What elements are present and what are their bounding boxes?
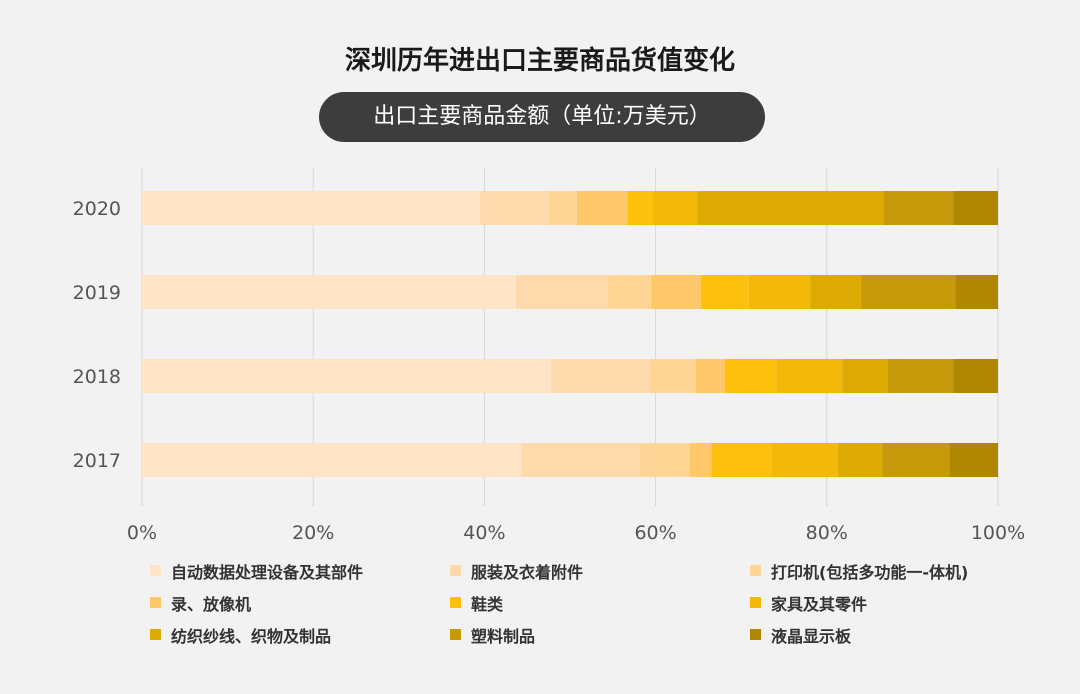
bar-segment (955, 275, 998, 309)
bar-segment (776, 359, 843, 393)
legend-label: 纺织纱线、织物及制品 (171, 626, 332, 646)
y-tick-label: 2020 (73, 198, 121, 220)
legend-label: 塑料制品 (471, 626, 536, 646)
bar-segment (480, 191, 549, 225)
bar-segment (883, 191, 954, 225)
bar-segment (142, 359, 552, 393)
legend-swatch (750, 597, 761, 608)
legend-swatch (150, 597, 161, 608)
legend-label: 液晶显示板 (771, 626, 852, 646)
x-tick-label: 40% (463, 522, 505, 544)
legend-swatch (750, 565, 761, 576)
bar-segment (142, 275, 517, 309)
bar-segment (700, 275, 749, 309)
bar-segment (949, 443, 998, 477)
legend-item: 纺织纱线、织物及制品 (150, 622, 450, 647)
stacked-bar-plot: 2020 2019 2018 2017 0% 20% 40% 60% 80% 100% (73, 168, 1025, 544)
x-tick-label: 20% (292, 522, 334, 544)
legend-swatch (450, 565, 461, 576)
bar-segment (640, 443, 690, 477)
bar-segment (771, 443, 838, 477)
legend-item: 液晶显示板 (750, 622, 1050, 647)
bar-segment (697, 191, 884, 225)
bar-segment (748, 275, 811, 309)
bar-segment (516, 275, 608, 309)
legend: 自动数据处理设备及其部件 服装及衣着附件 打印机(包括多功能一-体机) 录、放像机 鞋类… (150, 558, 1050, 647)
bar-segment (607, 275, 652, 309)
legend-label: 自动数据处理设备及其部件 (171, 562, 364, 582)
legend-item: 录、放像机 (150, 590, 450, 615)
legend-item: 家具及其零件 (750, 590, 1050, 615)
legend-swatch (450, 597, 461, 608)
bar-segment (576, 191, 628, 225)
bar-segment (650, 359, 696, 393)
y-tick-label: 2017 (73, 450, 121, 472)
bar-segment (521, 443, 641, 477)
bar-segment (142, 443, 522, 477)
y-tick-label: 2019 (73, 282, 121, 304)
y-tick-label: 2018 (73, 366, 121, 388)
bar-segment (689, 443, 712, 477)
legend-swatch (450, 629, 461, 640)
bar-segment (953, 359, 998, 393)
x-tick-label: 0% (127, 522, 157, 544)
bar-segment (551, 359, 651, 393)
legend-label: 打印机(包括多功能一-体机) (771, 562, 969, 582)
chart-title: 深圳历年进出口主要商品货值变化 (344, 46, 735, 76)
legend-swatch (150, 629, 161, 640)
bar-segment (695, 359, 725, 393)
bar-segment (837, 443, 883, 477)
bar-segment (627, 191, 654, 225)
bar-segment (953, 191, 998, 225)
bar-segment (548, 191, 577, 225)
bar-segment (882, 443, 950, 477)
bar-segment (142, 191, 481, 225)
legend-label: 家具及其零件 (771, 594, 868, 614)
legend-item: 服装及衣着附件 (450, 558, 750, 583)
legend-item: 打印机(包括多功能一-体机) (750, 558, 1050, 583)
legend-swatch (150, 565, 161, 576)
x-tick-label: 100% (971, 522, 1025, 544)
legend-swatch (750, 629, 761, 640)
bar-segment (653, 191, 698, 225)
legend-label: 鞋类 (471, 594, 504, 614)
legend-label: 录、放像机 (171, 594, 252, 614)
bar-segment (861, 275, 956, 309)
legend-item: 鞋类 (450, 590, 750, 615)
bar-segment (887, 359, 954, 393)
bar-segment (724, 359, 777, 393)
legend-label: 服装及衣着附件 (471, 562, 584, 582)
legend-item: 塑料制品 (450, 622, 750, 647)
bar-segment (711, 443, 772, 477)
bar-segment (651, 275, 701, 309)
bar-segment (842, 359, 888, 393)
chart-subtitle-pill: 出口主要商品金额（单位:万美元） (319, 92, 765, 142)
x-tick-label: 80% (806, 522, 848, 544)
bar-segment (810, 275, 862, 309)
legend-item: 自动数据处理设备及其部件 (150, 558, 450, 583)
x-tick-label: 60% (634, 522, 676, 544)
